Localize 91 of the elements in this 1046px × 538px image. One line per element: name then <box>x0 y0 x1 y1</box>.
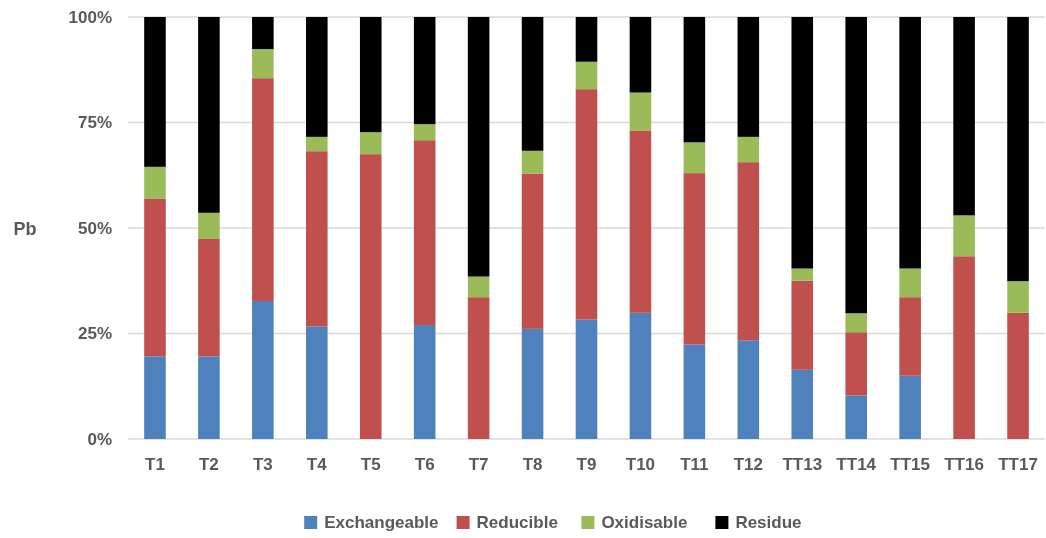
bar <box>467 17 490 277</box>
x-tick-label: T8 <box>522 455 543 474</box>
bar <box>252 78 274 302</box>
y-tick-label: 0% <box>87 429 112 449</box>
bar <box>575 17 598 62</box>
bar <box>359 154 382 439</box>
bar <box>521 150 544 174</box>
legend-label: Exchangeable <box>324 513 439 532</box>
x-tick-label: TT16 <box>944 455 984 474</box>
bar <box>198 356 220 439</box>
legend-label: Oxidisable <box>601 513 688 532</box>
bar <box>629 130 652 313</box>
bar <box>845 332 867 396</box>
bar <box>1007 312 1029 439</box>
x-tick-label: T9 <box>576 455 597 474</box>
bar <box>575 61 598 90</box>
bar <box>845 17 867 314</box>
bar <box>629 312 652 439</box>
bar <box>144 17 166 167</box>
bar <box>953 215 975 257</box>
bar <box>953 256 975 439</box>
bar <box>521 328 544 439</box>
x-tick-label: T4 <box>306 455 328 474</box>
x-tick-label: TT17 <box>998 455 1038 474</box>
bar <box>791 17 814 269</box>
y-axis-title: Pb <box>13 219 37 239</box>
x-tick-label: T10 <box>625 455 656 474</box>
bar <box>252 17 274 50</box>
bar <box>899 268 921 298</box>
y-tick-label: 75% <box>77 113 112 133</box>
bar <box>144 356 166 439</box>
y-tick-label: 100% <box>68 7 112 27</box>
bar <box>359 17 382 133</box>
x-tick-label: T6 <box>414 455 435 474</box>
bar <box>737 17 760 137</box>
x-tick-label: T5 <box>360 455 381 474</box>
bar <box>791 280 814 370</box>
bar <box>413 325 436 439</box>
bar <box>144 198 166 357</box>
bar <box>467 297 490 439</box>
bar <box>737 340 760 439</box>
x-tick-label: T2 <box>198 455 219 474</box>
bar <box>629 17 652 93</box>
bar <box>737 162 760 341</box>
bar <box>306 17 328 137</box>
bar <box>306 136 328 152</box>
x-tick-label: TT13 <box>782 455 823 474</box>
bar <box>953 17 975 216</box>
bar <box>413 140 436 326</box>
x-tick-label: T12 <box>733 455 763 474</box>
bar <box>467 276 490 298</box>
bar <box>575 89 598 320</box>
x-tick-label: T1 <box>145 455 165 474</box>
x-tick-label: T3 <box>252 455 273 474</box>
x-tick-label: TT14 <box>836 455 877 474</box>
x-tick-label: T7 <box>468 455 489 474</box>
bar <box>521 173 544 329</box>
bar <box>791 268 814 281</box>
bar <box>683 344 706 439</box>
bar <box>737 136 760 163</box>
bar <box>899 375 921 439</box>
bar <box>144 166 166 199</box>
legend-label: Reducible <box>476 513 558 532</box>
bar <box>629 92 652 131</box>
x-tick-label: TT15 <box>890 455 930 474</box>
bar <box>413 124 436 141</box>
bar <box>198 17 220 213</box>
bar <box>413 17 436 125</box>
y-tick-label: 25% <box>77 324 112 344</box>
bar <box>252 301 274 439</box>
bar <box>791 369 814 439</box>
bar <box>198 238 220 357</box>
bar <box>899 17 921 269</box>
x-tick-label: T11 <box>680 455 709 474</box>
bar <box>899 297 921 376</box>
legend-label: Residue <box>735 513 802 532</box>
bar <box>252 49 274 79</box>
y-tick-label: 50% <box>77 218 112 238</box>
bar <box>683 142 706 174</box>
bar <box>575 319 598 439</box>
bar <box>306 326 328 439</box>
bar <box>1007 17 1029 282</box>
bar <box>359 132 382 155</box>
bar <box>845 395 867 439</box>
bar <box>306 151 328 327</box>
bar <box>198 212 220 239</box>
bar <box>521 17 544 151</box>
bar <box>845 313 867 333</box>
bar <box>683 173 706 345</box>
bar <box>683 17 706 143</box>
bar <box>1007 281 1029 313</box>
